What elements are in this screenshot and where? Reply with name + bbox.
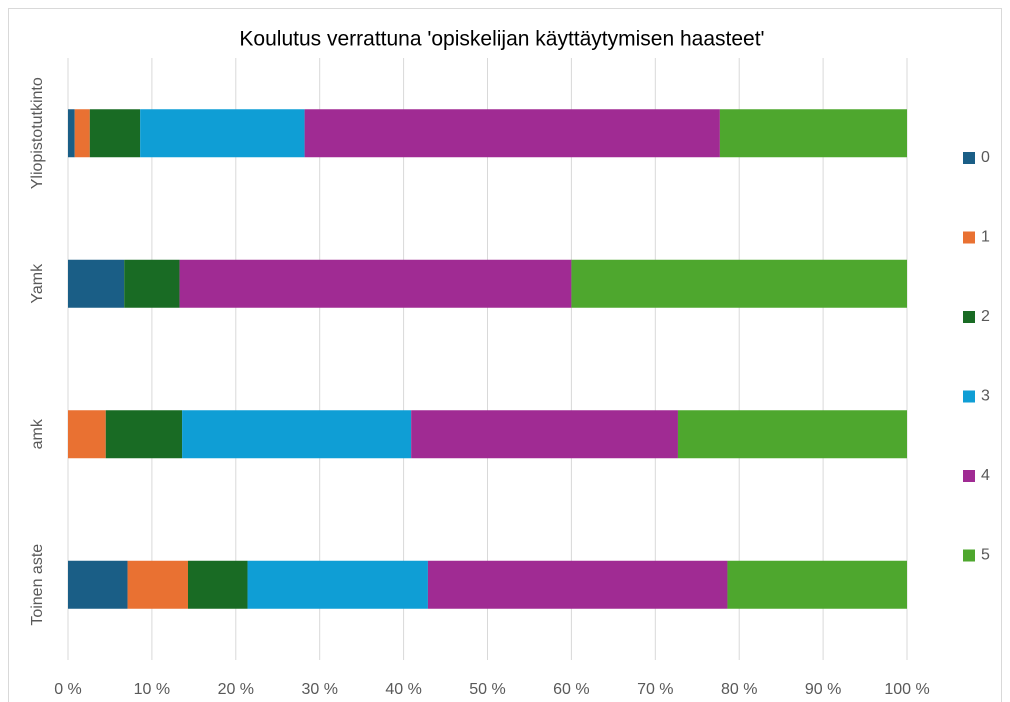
legend-label: 1 [981, 229, 990, 246]
bar-segment [304, 109, 720, 158]
legend-swatch [963, 152, 975, 164]
x-tick-label: 70 % [637, 681, 673, 698]
bar-segment [124, 259, 180, 308]
bar-segment [74, 109, 90, 158]
legend-swatch [963, 470, 975, 482]
legend-swatch [963, 231, 975, 244]
legend-swatch [963, 390, 975, 403]
legend-swatch [963, 549, 975, 562]
bar-segment [68, 259, 125, 308]
x-tick-label: 50 % [469, 681, 505, 698]
bar-segment [719, 109, 907, 158]
bar-segment [68, 410, 106, 459]
legend-label: 0 [981, 149, 990, 166]
bar-segment [571, 259, 907, 308]
bar-segment [411, 410, 678, 459]
bar-segment [105, 410, 183, 459]
bar-segment [427, 560, 728, 609]
x-tick-label: 20 % [218, 681, 254, 698]
y-tick-label: Toinen aste [29, 544, 46, 626]
bar-segment [179, 259, 572, 308]
x-tick-label: 0 % [54, 681, 82, 698]
bar-segment [89, 109, 141, 158]
bar-segment [677, 410, 907, 459]
bar-segment [182, 410, 412, 459]
y-tick-label: Yliopistotutkinto [29, 77, 46, 189]
bar-segment [127, 560, 188, 609]
x-tick-label: 80 % [721, 681, 757, 698]
y-tick-label: amk [29, 418, 46, 449]
bar-segment [727, 560, 907, 609]
x-tick-label: 40 % [385, 681, 421, 698]
legend-label: 3 [981, 388, 990, 405]
bar-segment [187, 560, 248, 609]
bar-segment [140, 109, 305, 158]
legend-label: 5 [981, 547, 990, 564]
x-tick-label: 100 % [884, 681, 929, 698]
chart-title: Koulutus verrattuna 'opiskelijan käyttäy… [239, 28, 764, 51]
x-tick-label: 10 % [134, 681, 170, 698]
legend-label: 2 [981, 308, 990, 325]
bar-segment [247, 560, 428, 609]
x-tick-label: 90 % [805, 681, 841, 698]
x-tick-label: 60 % [553, 681, 589, 698]
bar-segment [68, 560, 128, 609]
legend-label: 4 [981, 467, 990, 484]
bar-segment [68, 109, 75, 158]
y-tick-label: Yamk [29, 263, 46, 304]
x-tick-label: 30 % [301, 681, 337, 698]
legend-swatch [963, 311, 975, 323]
